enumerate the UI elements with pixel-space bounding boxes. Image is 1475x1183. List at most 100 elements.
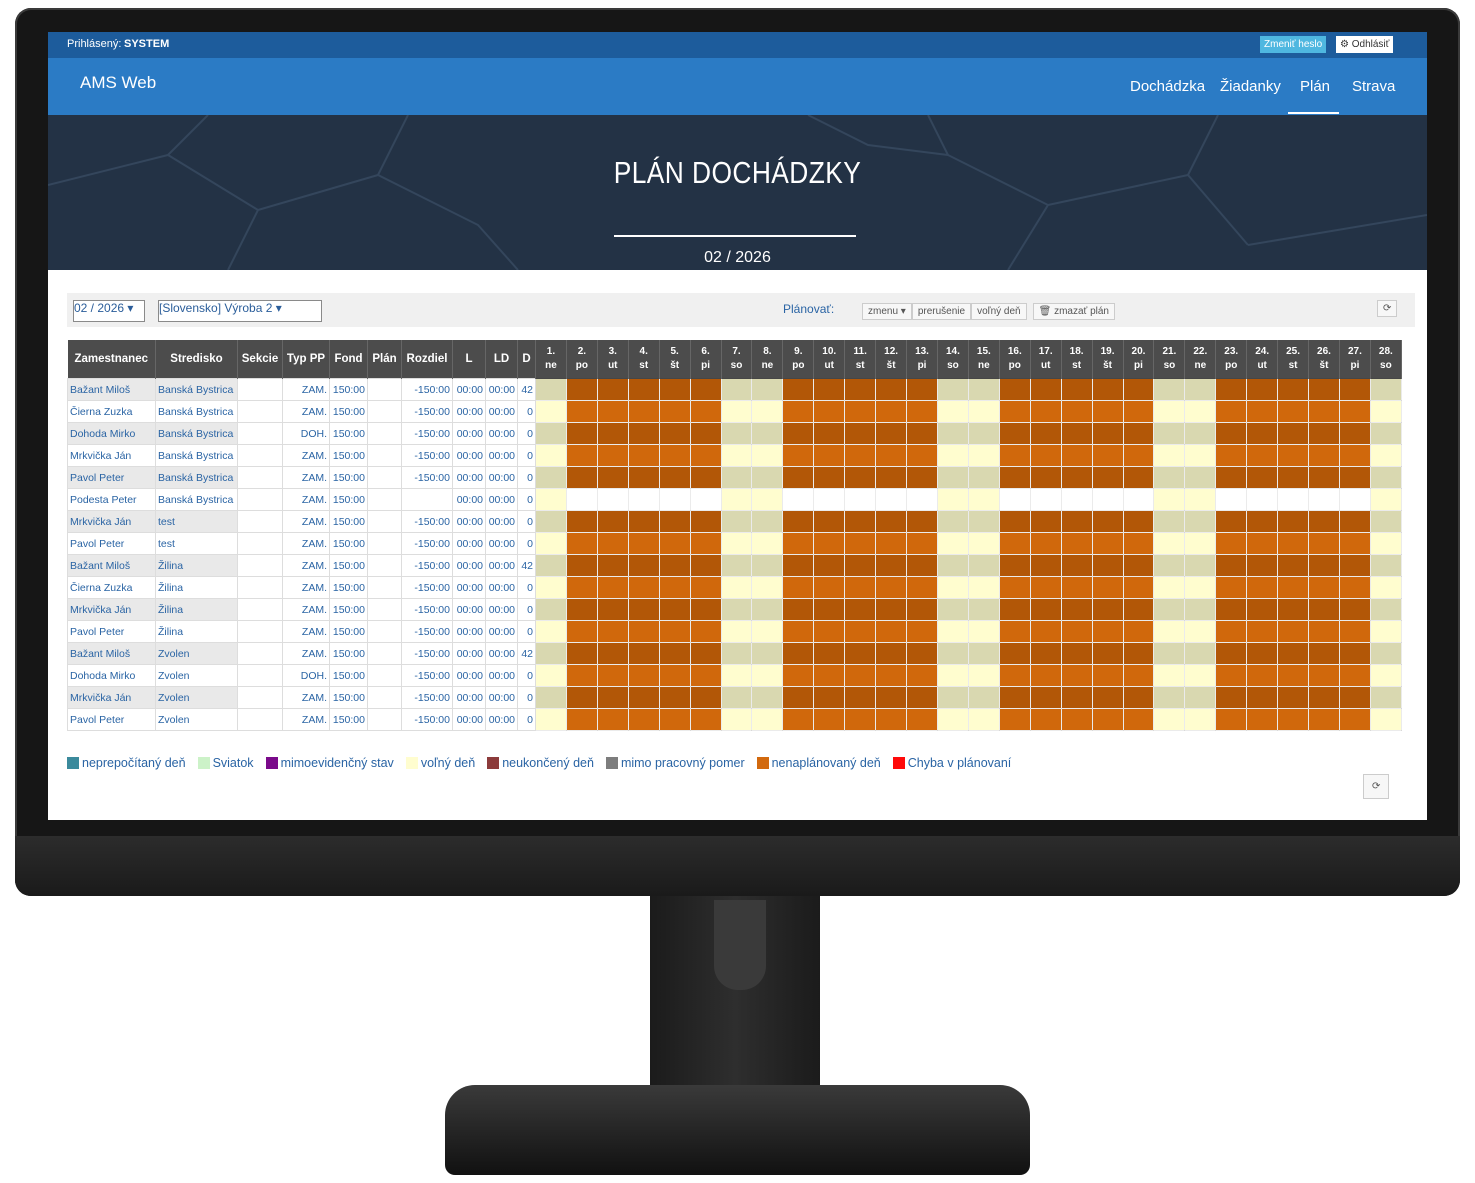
free-day-cell[interactable] bbox=[535, 620, 567, 643]
free-day-cell[interactable] bbox=[967, 686, 1000, 709]
work-day-cell[interactable] bbox=[1091, 422, 1124, 445]
employee-name[interactable]: Podesta Peter bbox=[67, 488, 156, 511]
center-name[interactable]: Banská Bystrica bbox=[155, 488, 238, 511]
nav-item[interactable]: Žiadanky bbox=[1220, 78, 1281, 95]
work-day-cell[interactable] bbox=[565, 664, 598, 687]
work-day-cell[interactable] bbox=[1091, 532, 1124, 555]
work-day-cell[interactable] bbox=[875, 554, 908, 577]
work-day-cell[interactable] bbox=[627, 466, 660, 489]
work-day-cell[interactable] bbox=[844, 378, 877, 401]
work-day-cell[interactable] bbox=[1060, 708, 1093, 731]
work-day-cell[interactable] bbox=[1308, 488, 1340, 511]
center-name[interactable]: test bbox=[155, 532, 238, 555]
month-select[interactable]: 02 / 2026 ▾ bbox=[73, 300, 145, 322]
work-day-cell[interactable] bbox=[1091, 554, 1124, 577]
work-day-cell[interactable] bbox=[1215, 444, 1248, 467]
work-day-cell[interactable] bbox=[1246, 708, 1279, 731]
work-day-cell[interactable] bbox=[1029, 554, 1062, 577]
work-day-cell[interactable] bbox=[1091, 378, 1124, 401]
free-day-cell[interactable] bbox=[535, 400, 567, 423]
work-day-cell[interactable] bbox=[565, 554, 598, 577]
work-day-cell[interactable] bbox=[689, 422, 722, 445]
work-day-cell[interactable] bbox=[1246, 378, 1279, 401]
free-day-cell[interactable] bbox=[1369, 642, 1402, 665]
free-day-cell[interactable] bbox=[751, 466, 784, 489]
work-day-cell[interactable] bbox=[1277, 598, 1310, 621]
free-day-cell[interactable] bbox=[720, 664, 753, 687]
work-day-cell[interactable] bbox=[998, 642, 1031, 665]
free-day-cell[interactable] bbox=[720, 444, 753, 467]
work-day-cell[interactable] bbox=[1122, 400, 1155, 423]
free-day-cell[interactable] bbox=[720, 620, 753, 643]
work-day-cell[interactable] bbox=[627, 642, 660, 665]
free-day-cell[interactable] bbox=[1184, 554, 1217, 577]
work-day-cell[interactable] bbox=[782, 488, 815, 511]
employee-name[interactable]: Mrkvička Ján bbox=[67, 598, 156, 621]
free-day-cell[interactable] bbox=[967, 620, 1000, 643]
work-day-cell[interactable] bbox=[1091, 598, 1124, 621]
free-day-cell[interactable] bbox=[535, 664, 567, 687]
employee-name[interactable]: Bažant Miloš bbox=[67, 378, 156, 401]
work-day-cell[interactable] bbox=[627, 620, 660, 643]
work-day-cell[interactable] bbox=[844, 664, 877, 687]
work-day-cell[interactable] bbox=[1338, 708, 1371, 731]
work-day-cell[interactable] bbox=[1308, 554, 1340, 577]
work-day-cell[interactable] bbox=[875, 598, 908, 621]
work-day-cell[interactable] bbox=[658, 620, 691, 643]
work-day-cell[interactable] bbox=[782, 708, 815, 731]
work-day-cell[interactable] bbox=[1215, 378, 1248, 401]
refresh-button[interactable]: ⟳ bbox=[1377, 300, 1398, 317]
work-day-cell[interactable] bbox=[1029, 620, 1062, 643]
free-day-cell[interactable] bbox=[751, 422, 784, 445]
free-day-cell[interactable] bbox=[1184, 422, 1217, 445]
free-day-cell[interactable] bbox=[1153, 422, 1186, 445]
free-day-cell[interactable] bbox=[967, 532, 1000, 555]
work-day-cell[interactable] bbox=[813, 708, 846, 731]
free-day-cell[interactable] bbox=[967, 378, 1000, 401]
free-day-cell[interactable] bbox=[1153, 576, 1186, 599]
work-day-cell[interactable] bbox=[1029, 576, 1062, 599]
free-day-cell[interactable] bbox=[1369, 598, 1402, 621]
employee-name[interactable]: Pavol Peter bbox=[67, 532, 156, 555]
work-day-cell[interactable] bbox=[906, 400, 938, 423]
work-day-cell[interactable] bbox=[1246, 554, 1279, 577]
center-name[interactable]: Zvolen bbox=[155, 686, 238, 709]
free-day-cell[interactable] bbox=[936, 686, 969, 709]
work-day-cell[interactable] bbox=[1091, 620, 1124, 643]
work-day-cell[interactable] bbox=[813, 532, 846, 555]
free-day-cell[interactable] bbox=[967, 488, 1000, 511]
work-day-cell[interactable] bbox=[1122, 378, 1155, 401]
work-day-cell[interactable] bbox=[658, 510, 691, 533]
free-day-cell[interactable] bbox=[1153, 598, 1186, 621]
free-day-cell[interactable] bbox=[535, 686, 567, 709]
work-day-cell[interactable] bbox=[565, 400, 598, 423]
work-day-cell[interactable] bbox=[844, 488, 877, 511]
center-name[interactable]: Žilina bbox=[155, 576, 238, 599]
work-day-cell[interactable] bbox=[1215, 642, 1248, 665]
work-day-cell[interactable] bbox=[1308, 532, 1340, 555]
work-day-cell[interactable] bbox=[1246, 598, 1279, 621]
free-day-cell[interactable] bbox=[1369, 488, 1402, 511]
work-day-cell[interactable] bbox=[998, 576, 1031, 599]
change-password-button[interactable]: Zmeniť heslo bbox=[1260, 36, 1327, 53]
free-day-cell[interactable] bbox=[751, 576, 784, 599]
work-day-cell[interactable] bbox=[1060, 510, 1093, 533]
work-day-cell[interactable] bbox=[906, 488, 938, 511]
work-day-cell[interactable] bbox=[1277, 686, 1310, 709]
work-day-cell[interactable] bbox=[782, 444, 815, 467]
free-day-cell[interactable] bbox=[1369, 422, 1402, 445]
work-day-cell[interactable] bbox=[813, 642, 846, 665]
center-select[interactable]: [Slovensko] Výroba 2 ▾ bbox=[158, 300, 322, 322]
work-day-cell[interactable] bbox=[1308, 642, 1340, 665]
work-day-cell[interactable] bbox=[1277, 620, 1310, 643]
work-day-cell[interactable] bbox=[1060, 554, 1093, 577]
work-day-cell[interactable] bbox=[998, 400, 1031, 423]
free-day-cell[interactable] bbox=[535, 576, 567, 599]
work-day-cell[interactable] bbox=[1277, 532, 1310, 555]
free-day-cell[interactable] bbox=[1369, 444, 1402, 467]
free-day-cell[interactable] bbox=[1153, 532, 1186, 555]
work-day-cell[interactable] bbox=[875, 620, 908, 643]
work-day-cell[interactable] bbox=[998, 598, 1031, 621]
work-day-cell[interactable] bbox=[1338, 576, 1371, 599]
work-day-cell[interactable] bbox=[1091, 576, 1124, 599]
